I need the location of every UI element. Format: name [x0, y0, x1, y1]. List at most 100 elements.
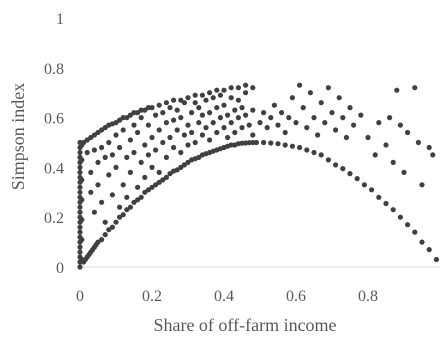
- scatter-point: [113, 219, 119, 225]
- scatter-point: [77, 189, 83, 195]
- scatter-point: [109, 224, 115, 230]
- scatter-point: [318, 152, 324, 158]
- scatter-point: [178, 149, 184, 156]
- scatter-point: [250, 107, 256, 113]
- scatter-point: [207, 110, 213, 116]
- scatter-point: [354, 176, 360, 182]
- scatter-point: [214, 87, 220, 93]
- scatter-point: [250, 132, 256, 138]
- scatter-point: [232, 107, 238, 113]
- scatter-point: [297, 144, 303, 151]
- scatter-point: [282, 129, 288, 136]
- scatter-point: [351, 122, 357, 128]
- scatter-point: [174, 107, 180, 113]
- scatter-point: [79, 237, 85, 243]
- scatter-point: [77, 204, 83, 210]
- scatter-point: [214, 105, 220, 111]
- scatter-point: [376, 194, 382, 200]
- scatter-point: [163, 100, 169, 106]
- scatter-point: [127, 137, 133, 143]
- scatter-point: [199, 132, 205, 138]
- scatter-point: [192, 139, 198, 146]
- scatter-point: [225, 112, 231, 118]
- y-tick-label: 0.6: [44, 111, 64, 128]
- scatter-point: [322, 120, 328, 126]
- x-tick-label: 0.4: [214, 288, 234, 305]
- scatter-point: [235, 97, 241, 103]
- scatter-point: [185, 142, 191, 148]
- scatter-point: [217, 115, 223, 121]
- scatter-point: [88, 189, 94, 195]
- scatter-point: [228, 85, 234, 91]
- scatter-point: [383, 142, 389, 148]
- scatter-points: [77, 82, 439, 270]
- scatter-point: [307, 90, 313, 96]
- scatter-point: [369, 187, 375, 193]
- scatter-point: [268, 115, 274, 121]
- scatter-point: [239, 125, 245, 131]
- scatter-point: [77, 249, 83, 255]
- scatter-point: [239, 105, 245, 111]
- scatter-point: [419, 182, 425, 188]
- scatter-point: [131, 122, 137, 128]
- scatter-point: [77, 209, 83, 215]
- y-tick-label: 0: [56, 260, 64, 277]
- scatter-point: [261, 139, 267, 146]
- scatter-point: [91, 209, 97, 215]
- scatter-point: [275, 141, 281, 147]
- scatter-point: [340, 166, 346, 172]
- scatter-point: [127, 204, 133, 210]
- scatter-point: [311, 149, 317, 156]
- x-tick-label: 0.6: [286, 288, 306, 305]
- scatter-point: [289, 95, 295, 101]
- scatter-point: [300, 105, 306, 111]
- scatter-point: [79, 197, 85, 203]
- x-tick-label: 0: [76, 288, 84, 305]
- scatter-point: [77, 244, 83, 250]
- scatter-point: [109, 192, 115, 198]
- x-tick-label: 0.2: [142, 288, 162, 305]
- scatter-point: [109, 152, 115, 158]
- scatter-point: [275, 122, 281, 128]
- scatter-point: [95, 182, 101, 188]
- scatter-point: [412, 229, 418, 235]
- scatter-point: [430, 152, 436, 158]
- scatter-point: [77, 264, 83, 270]
- scatter-point: [210, 120, 216, 126]
- scatter-point: [106, 172, 112, 178]
- scatter-point: [268, 140, 274, 146]
- scatter-point: [405, 129, 411, 136]
- y-tick-label: 1: [56, 11, 64, 28]
- scatter-point: [149, 134, 155, 141]
- scatter-point: [135, 184, 141, 190]
- scatter-point: [311, 115, 317, 121]
- scatter-point: [333, 127, 339, 133]
- x-tick-label: 0.8: [358, 288, 378, 305]
- scatter-point: [95, 159, 101, 165]
- scatter-point: [160, 139, 166, 146]
- scatter-point: [79, 157, 85, 163]
- scatter-point: [131, 149, 137, 156]
- scatter-point: [405, 222, 411, 228]
- scatter-point: [131, 110, 137, 116]
- scatter-point: [142, 174, 148, 180]
- scatter-point: [185, 122, 191, 128]
- scatter-point: [106, 139, 112, 146]
- scatter-point: [99, 144, 105, 151]
- scatter-point: [329, 110, 335, 116]
- scatter-point: [77, 149, 83, 156]
- scatter-point: [79, 217, 85, 223]
- scatter-point: [124, 194, 130, 200]
- scatter-point: [142, 142, 148, 148]
- scatter-point: [153, 147, 159, 153]
- x-axis-title: Share of off-farm income: [153, 315, 336, 335]
- scatter-point: [163, 154, 169, 160]
- scatter-point: [246, 122, 252, 128]
- scatter-point: [289, 143, 295, 149]
- scatter-point: [167, 105, 173, 111]
- scatter-point: [390, 207, 396, 213]
- scatter-point: [433, 256, 439, 263]
- scatter-point: [138, 107, 144, 113]
- scatter-point: [145, 122, 151, 128]
- scatter-point: [149, 164, 155, 170]
